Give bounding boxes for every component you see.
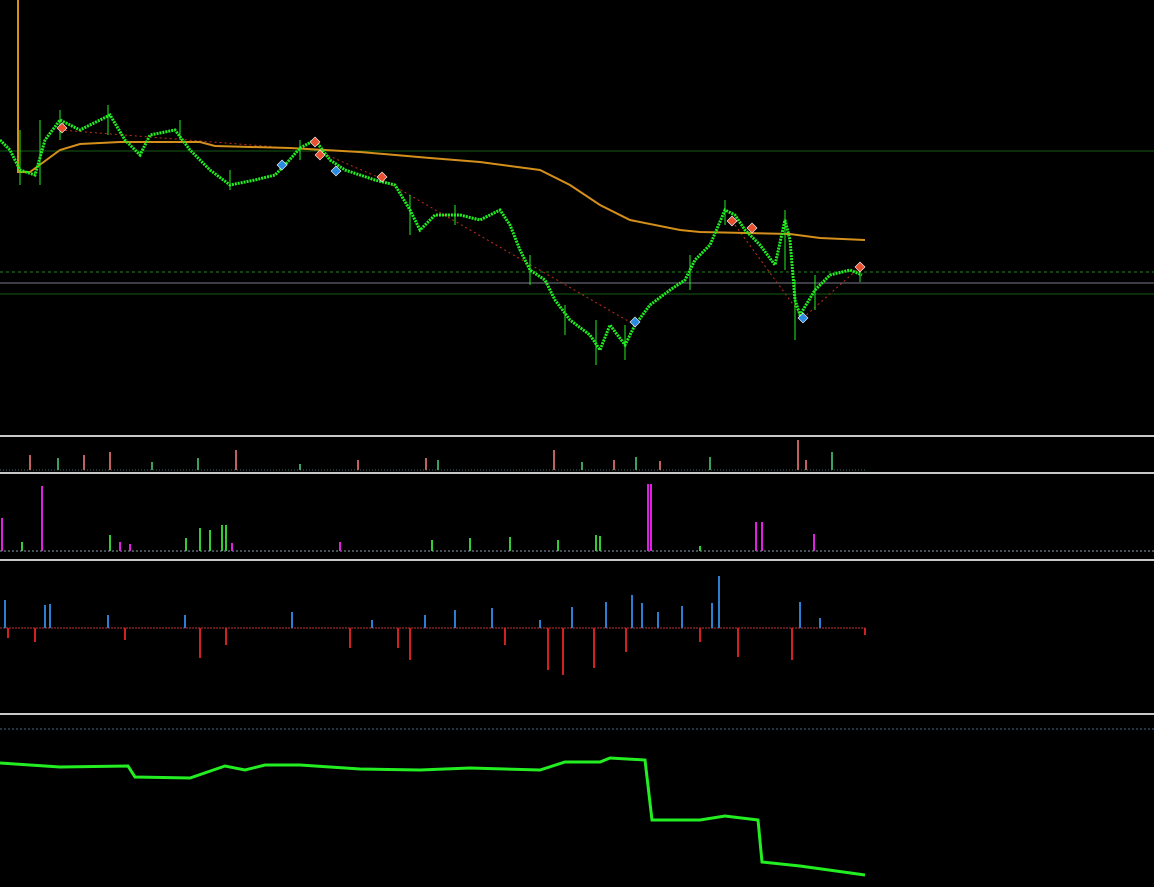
histogram-bars [21,525,701,551]
sell-arrow [746,222,758,234]
moving-average [17,0,866,241]
oscillator-down-bars [7,628,866,675]
oscillator-up-bars [4,576,821,628]
sell-arrow [726,215,738,227]
equity-line [0,756,866,877]
sell-arrow [309,136,321,148]
price-panel [0,0,1154,365]
sell-arrow [56,122,68,134]
buy-arrows [276,159,809,328]
sell-arrows [56,122,866,273]
sell-arrow [376,171,388,183]
oscillator-panel [0,576,866,675]
price-candles [0,113,863,354]
buy-arrow [797,312,809,324]
buy-arrow [330,165,342,177]
buy-arrow [629,316,641,328]
histogram-panel [0,484,1154,552]
sell-arrow [854,261,866,273]
equity-panel [0,728,1154,877]
buy-arrow [276,159,288,171]
sell-arrow [314,149,326,161]
panel-separators [0,435,1154,715]
candle-wicks [19,105,861,365]
volume-panel [0,440,865,471]
volume-bars [29,440,807,470]
volume-bars [57,452,833,470]
histogram-bars [1,484,815,551]
